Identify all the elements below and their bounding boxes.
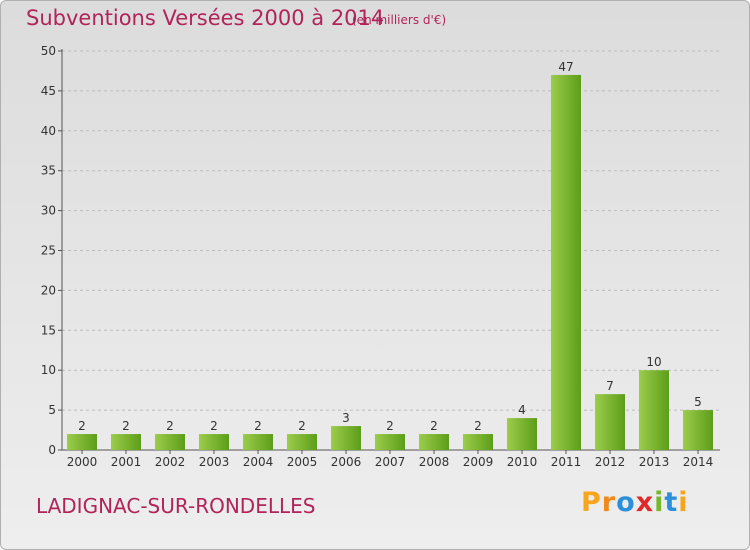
data-label: 2	[298, 419, 306, 433]
bar	[155, 434, 185, 450]
data-label: 10	[646, 355, 661, 369]
bar	[287, 434, 317, 450]
data-label: 2	[430, 419, 438, 433]
bar	[595, 394, 625, 450]
logo-letter: r	[601, 487, 617, 518]
y-tick-label: 40	[41, 124, 56, 138]
bar	[199, 434, 229, 450]
bar	[331, 426, 361, 450]
x-tick-label: 2012	[595, 455, 626, 469]
data-label: 2	[166, 419, 174, 433]
bar	[683, 410, 713, 450]
y-tick-label: 30	[41, 204, 56, 218]
data-label: 4	[518, 403, 526, 417]
logo-letter: P	[581, 487, 602, 518]
data-label: 3	[342, 411, 350, 425]
logo-letter: i	[678, 487, 689, 518]
y-tick-label: 50	[41, 44, 56, 58]
data-label: 2	[386, 419, 394, 433]
x-tick-label: 2010	[507, 455, 538, 469]
bar	[243, 434, 273, 450]
y-tick-label: 0	[48, 443, 56, 457]
data-label: 2	[210, 419, 218, 433]
y-tick-label: 20	[41, 283, 56, 297]
x-tick-label: 2002	[155, 455, 186, 469]
bar	[375, 434, 405, 450]
bar	[67, 434, 97, 450]
x-tick-label: 2004	[243, 455, 274, 469]
y-tick-label: 10	[41, 363, 56, 377]
x-tick-label: 2013	[639, 455, 670, 469]
y-tick-label: 45	[41, 84, 56, 98]
data-label: 2	[122, 419, 130, 433]
x-tick-label: 2008	[419, 455, 450, 469]
bar	[419, 434, 449, 450]
x-tick-label: 2006	[331, 455, 362, 469]
y-tick-label: 25	[41, 244, 56, 258]
data-label: 5	[694, 395, 702, 409]
bar	[639, 370, 669, 450]
data-label: 2	[78, 419, 86, 433]
chart-title: Subventions Versées 2000 à 2014	[26, 6, 385, 30]
x-tick-label: 2003	[199, 455, 230, 469]
commune-name: LADIGNAC-SUR-RONDELLES	[36, 494, 316, 518]
y-tick-label: 15	[41, 323, 56, 337]
x-tick-label: 2007	[375, 455, 406, 469]
data-label: 7	[606, 379, 614, 393]
logo-letter: x	[635, 487, 655, 518]
data-label: 47	[558, 60, 573, 74]
x-tick-label: 2005	[287, 455, 318, 469]
logo-letter: t	[664, 487, 679, 518]
x-tick-label: 2000	[67, 455, 98, 469]
bar	[507, 418, 537, 450]
data-label: 2	[254, 419, 262, 433]
grid-lines	[62, 50, 720, 411]
chart-unit-note: (en milliers d'€)	[352, 13, 447, 27]
data-label: 2	[474, 419, 482, 433]
logo-letter: o	[616, 487, 636, 518]
x-tick-label: 2011	[551, 455, 582, 469]
labels: 0510152025303540455020002200122002220032…	[41, 44, 714, 469]
x-tick-label: 2009	[463, 455, 494, 469]
bar	[111, 434, 141, 450]
bar	[463, 434, 493, 450]
bar	[551, 74, 581, 450]
logo-letter: i	[654, 487, 665, 518]
bars	[67, 74, 713, 450]
x-tick-label: 2014	[683, 455, 714, 469]
axes	[58, 49, 720, 454]
y-tick-label: 35	[41, 164, 56, 178]
proxiti-logo[interactable]: Proxiti	[581, 487, 689, 518]
y-tick-label: 5	[48, 403, 56, 417]
x-tick-label: 2001	[111, 455, 142, 469]
